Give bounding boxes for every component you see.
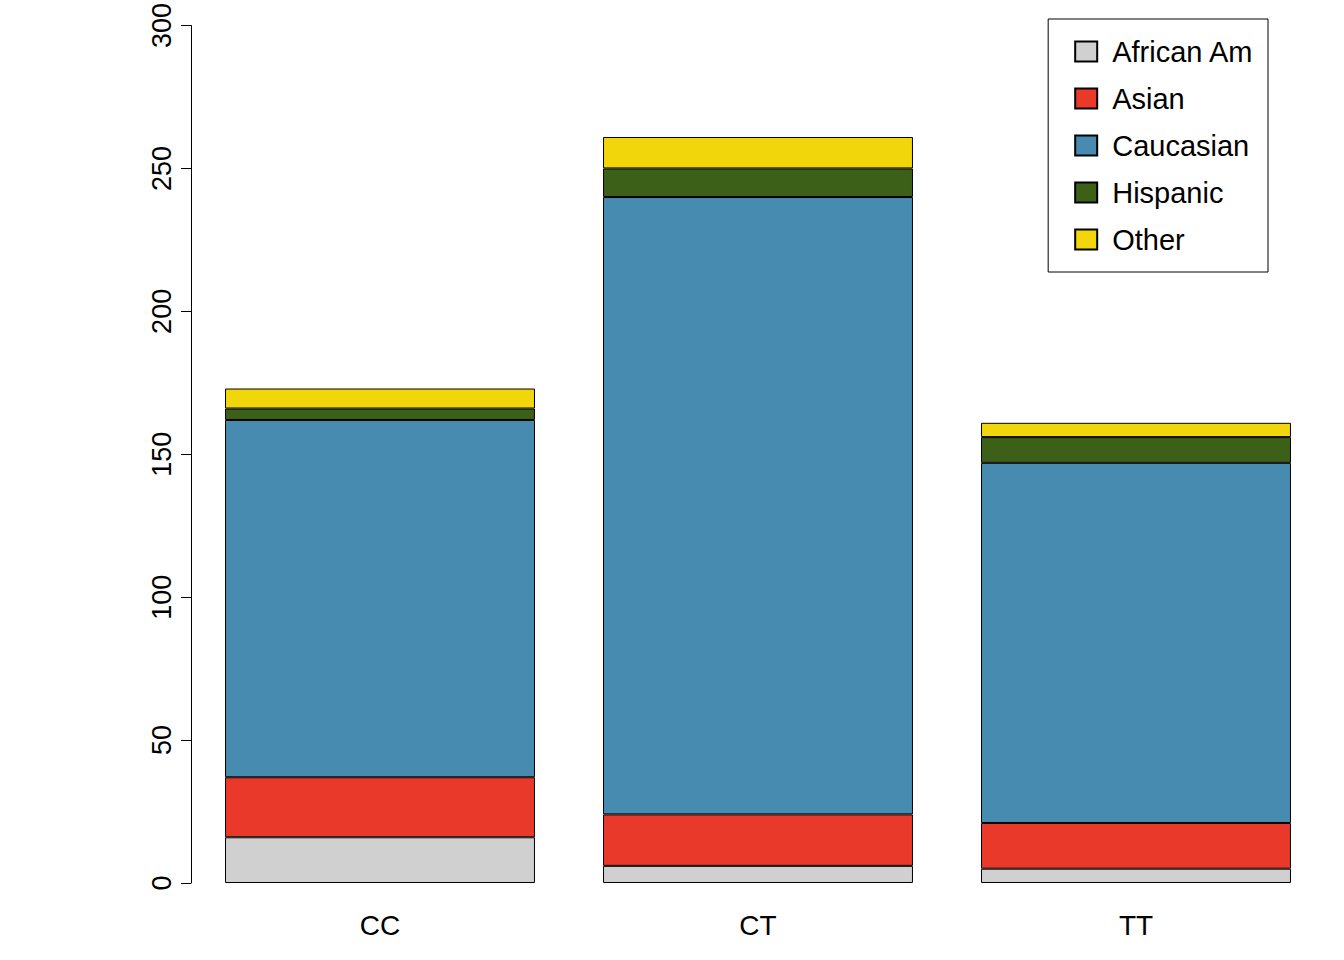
svg-text:200: 200: [147, 289, 177, 334]
svg-text:Caucasian: Caucasian: [1112, 130, 1249, 162]
svg-text:CC: CC: [360, 910, 400, 941]
svg-text:0: 0: [147, 875, 177, 890]
svg-text:Asian: Asian: [1112, 83, 1185, 115]
svg-text:Other: Other: [1112, 224, 1185, 256]
svg-text:African Am: African Am: [1112, 36, 1252, 68]
svg-text:CT: CT: [739, 910, 776, 941]
svg-text:TT: TT: [1119, 910, 1153, 941]
svg-text:50: 50: [147, 725, 177, 755]
svg-text:100: 100: [147, 575, 177, 620]
svg-text:Hispanic: Hispanic: [1112, 177, 1223, 209]
svg-text:250: 250: [147, 146, 177, 191]
svg-text:300: 300: [147, 3, 177, 48]
svg-text:150: 150: [147, 432, 177, 477]
